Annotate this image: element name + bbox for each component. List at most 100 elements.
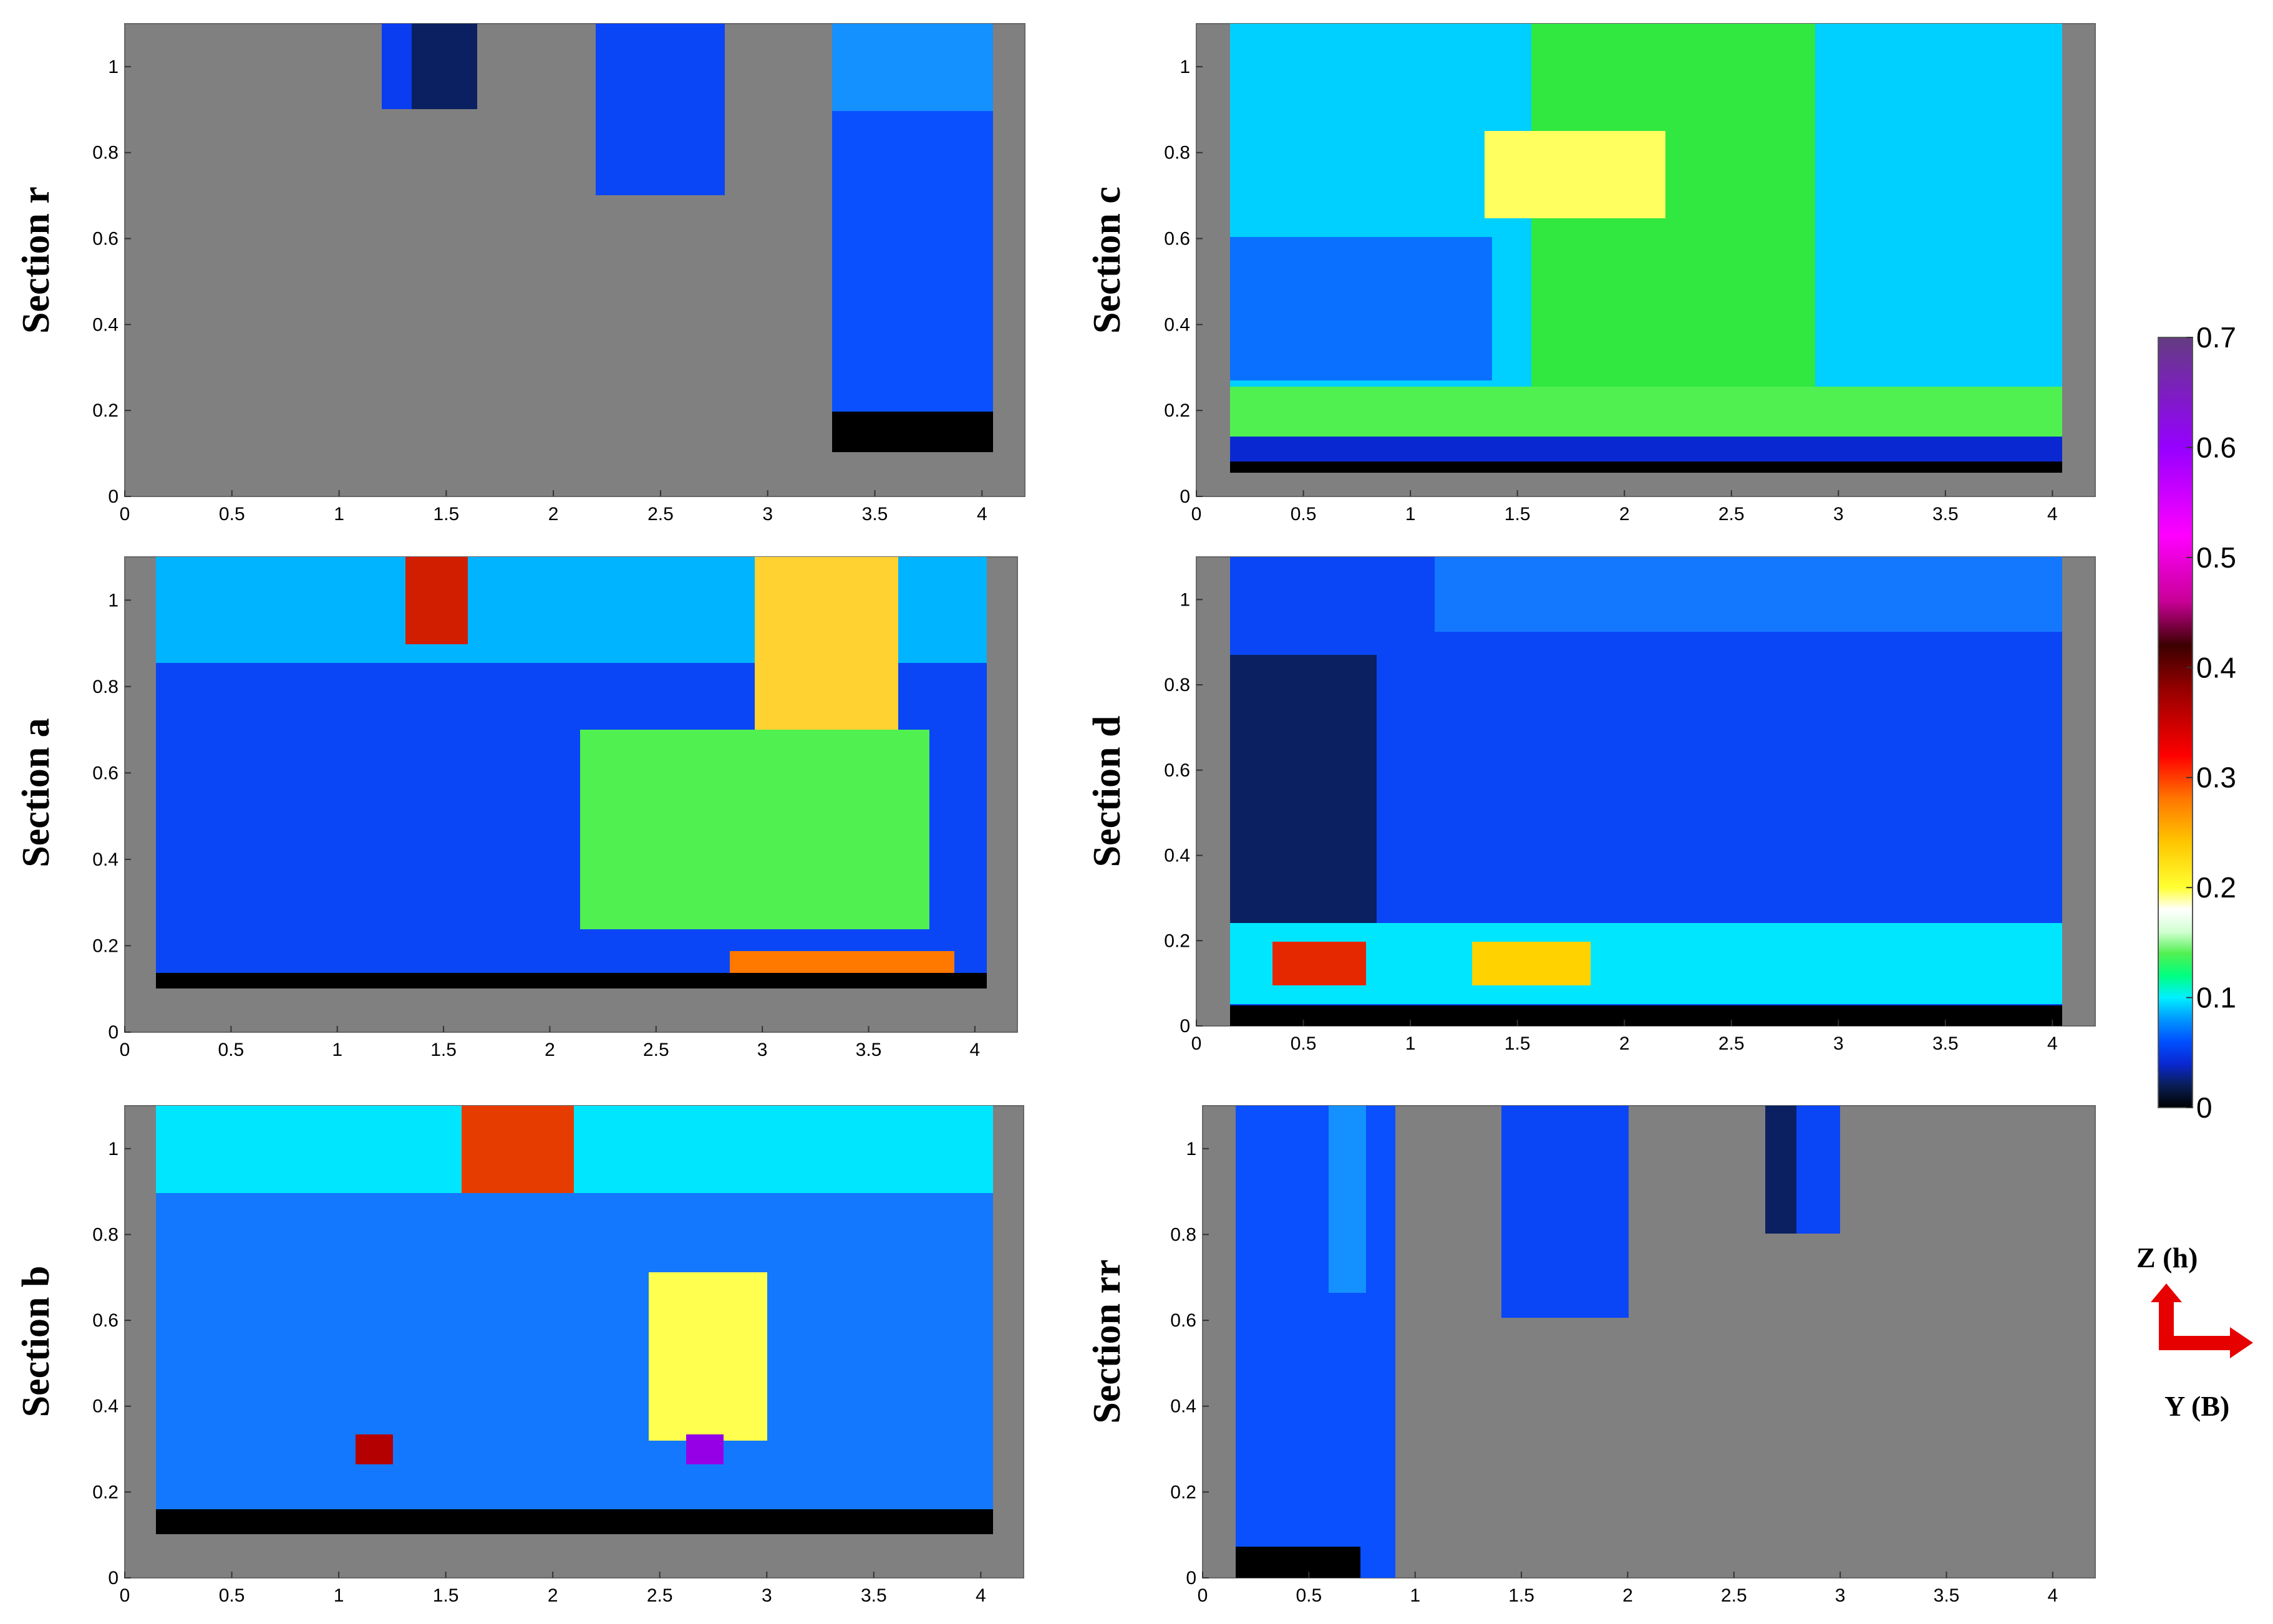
axis-direction-indicator: Z (h) Y (B)	[2136, 1242, 2253, 1422]
panel-ylabel: Section c	[1086, 186, 1128, 334]
x-tick-label: 3	[1835, 1585, 1846, 1606]
y-axis: 0 0.2 0.4 0.6 0.8 1	[92, 57, 131, 507]
x-axis: 0 0.5 1 1.5 2 2.5 3 3.5 4	[1198, 1572, 2058, 1606]
y-tick-label: 0.4	[1164, 846, 1190, 866]
x-tick-label: 3	[757, 1040, 768, 1060]
x-tick-label: 3	[762, 504, 773, 524]
heat-region	[1236, 1547, 1360, 1578]
panel-ylabel: Section b	[15, 1266, 57, 1418]
heat-region	[1230, 237, 1492, 380]
colorbar-tick-label: 0.4	[2196, 651, 2236, 684]
heat-region	[356, 1434, 393, 1464]
x-tick-label: 0.5	[219, 1585, 245, 1606]
colorbar-tick-label: 0.5	[2196, 541, 2236, 574]
heat-region	[1765, 1106, 1796, 1234]
y-tick-label: 0.8	[1164, 143, 1190, 163]
heat-region	[1230, 923, 2062, 1004]
heat-region	[755, 557, 898, 732]
colorbar-ticks: 0 0.1 0.2 0.3 0.4 0.5 0.6 0.7	[2186, 321, 2236, 1124]
y-tick-label: 0	[1180, 1016, 1190, 1037]
x-tick-label: 2.5	[1718, 504, 1745, 524]
y-tick-label: 0.6	[92, 763, 119, 783]
y-tick-label: 0.8	[1170, 1224, 1196, 1245]
colorbar-tick-label: 0.3	[2196, 761, 2236, 794]
x-tick-label: 0	[120, 1040, 130, 1060]
y-tick-label: 0.2	[1164, 930, 1190, 951]
y-tick-label: 0	[108, 1022, 119, 1043]
x-axis: 0 0.5 1 1.5 2 2.5 3 3.5 4	[120, 490, 987, 524]
y-tick-label: 0	[108, 486, 119, 507]
x-tick-label: 1.5	[433, 1585, 459, 1606]
y-tick-label: 0	[1180, 486, 1190, 507]
heat-region	[156, 1106, 993, 1193]
y-tick-label: 0.2	[1170, 1482, 1196, 1502]
z-arrow-icon	[2151, 1283, 2182, 1350]
x-tick-label: 4	[976, 1585, 986, 1606]
x-tick-label: 0	[1198, 1585, 1208, 1606]
heat-region	[730, 951, 954, 975]
y-tick-label: 1	[1180, 57, 1190, 77]
x-tick-label: 3.5	[1932, 1033, 1959, 1054]
x-tick-label: 1.5	[1508, 1585, 1534, 1606]
y-tick-label: 1	[108, 1139, 119, 1159]
x-tick-label: 0	[120, 1585, 130, 1606]
x-axis: 0 0.5 1 1.5 2 2.5 3 3.5 4	[120, 1026, 980, 1060]
x-axis: 0 0.5 1 1.5 2 2.5 3 3.5 4	[120, 1572, 986, 1606]
y-tick-label: 0.4	[92, 1396, 119, 1417]
heat-region	[462, 1106, 574, 1193]
x-tick-label: 0.5	[218, 1040, 244, 1060]
heat-region	[686, 1434, 724, 1464]
x-tick-label: 2	[548, 1585, 558, 1606]
x-tick-label: 3.5	[861, 1585, 887, 1606]
x-tick-label: 2.5	[1721, 1585, 1747, 1606]
x-tick-label: 0	[120, 504, 130, 524]
colorbar-tick-label: 0.6	[2196, 431, 2236, 463]
heat-region	[1236, 1106, 1395, 1578]
heat-region	[1230, 655, 1377, 923]
x-tick-label: 0	[1191, 504, 1202, 524]
x-tick-label: 3	[1833, 1033, 1844, 1054]
heat-region	[649, 1272, 767, 1441]
y-arrow-icon	[2159, 1327, 2253, 1358]
y-axis: 0 0.2 0.4 0.6 0.8 1	[1170, 1139, 1209, 1588]
x-tick-label: 2	[548, 504, 559, 524]
heat-region	[1485, 131, 1665, 218]
y-tick-label: 0.4	[1164, 314, 1190, 335]
y-tick-label: 0	[1186, 1568, 1196, 1588]
heat-region	[1329, 1106, 1366, 1293]
x-tick-label: 1.5	[430, 1040, 457, 1060]
panel-section-a: Section a 0 0.5 1 1.5 2 2.5 3 3.5 4 0 0.2 0.4 0.6 0.…	[15, 556, 1018, 1060]
y-tick-label: 0.6	[1164, 760, 1190, 781]
x-tick-label: 3.5	[856, 1040, 882, 1060]
panel-section-rr: Section rr 0 0.5 1 1.5 2 2.5 3 3.5 4 00.20.40.60…	[1086, 1105, 2096, 1606]
y-tick-label: 0.6	[92, 229, 119, 249]
heat-region	[412, 24, 477, 109]
x-tick-label: 2	[545, 1040, 555, 1060]
x-tick-label: 1.5	[1505, 1033, 1531, 1054]
panel-section-d: Section d 0 0.5 1 1.5 2 2.5 3 3.5 4 0 0.2 0.4 0.6 0.…	[1086, 556, 2096, 1054]
x-tick-label: 1	[1405, 1033, 1416, 1054]
colorbar-tick-label: 0.1	[2196, 982, 2236, 1014]
y-tick-label: 0.2	[1164, 400, 1190, 421]
heat-region	[580, 730, 929, 929]
x-tick-label: 1	[1410, 1585, 1420, 1606]
heat-region	[596, 24, 725, 195]
heat-region	[156, 973, 987, 988]
x-tick-label: 1	[334, 1585, 344, 1606]
y-tick-label: 1	[108, 590, 119, 611]
x-tick-label: 3	[762, 1585, 772, 1606]
colorbar-tick-label: 0.2	[2196, 871, 2236, 904]
y-axis: 0 0.2 0.4 0.6 0.8 1	[1164, 57, 1203, 507]
x-tick-label: 1	[1405, 504, 1416, 524]
y-tick-label: 0	[108, 1568, 119, 1588]
panel-ylabel: Section r	[15, 186, 57, 334]
y-tick-label: 0.8	[92, 677, 119, 697]
panel-section-b: Section b 0 0.5 1 1.5 2 2.5 3 3.5 4 0 0.2 0.4 0.6 0.…	[15, 1105, 1024, 1606]
y-axis: 0 0.2 0.4 0.6 0.8 1	[92, 1139, 131, 1588]
x-tick-label: 2.5	[647, 1585, 673, 1606]
y-tick-label: 0.8	[1164, 675, 1190, 695]
heat-region	[405, 557, 468, 644]
y-axis-label: Y (B)	[2164, 1390, 2229, 1422]
y-tick-label: 1	[1180, 589, 1190, 610]
y-tick-label: 1	[1186, 1139, 1196, 1159]
